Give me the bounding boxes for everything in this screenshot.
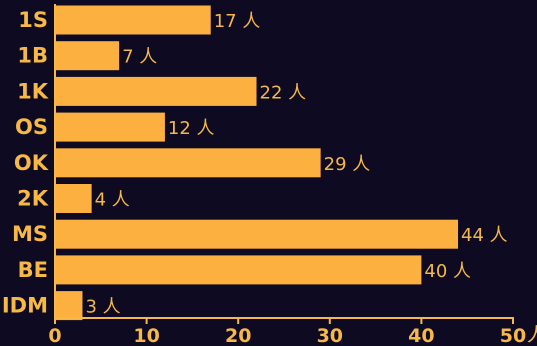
bar-ok — [55, 148, 321, 178]
x-tick-label: 50 — [500, 325, 526, 346]
category-label-1s: 1S — [18, 8, 48, 32]
value-label-1k: 22 人 — [260, 82, 307, 103]
category-label-1b: 1B — [17, 44, 48, 68]
value-labels: 17 人 7 人 22 人 12 人 29 人 4 人 44 人 40 人 3 人 — [85, 11, 507, 318]
value-label-1b: 7 人 — [122, 47, 157, 68]
bar-1s — [55, 5, 211, 35]
value-label-idm: 3 人 — [85, 297, 120, 318]
bar-1b — [55, 41, 120, 71]
category-labels: 1S 1B 1K OS OK 2K MS BE IDM — [2, 8, 49, 318]
x-tick-label: 20 — [225, 325, 251, 346]
category-label-2k: 2K — [17, 187, 49, 211]
x-axis: 0 10 20 30 40 50 人 — [48, 4, 537, 346]
bar-2k — [55, 184, 92, 213]
x-axis-unit: 人 — [527, 324, 537, 346]
value-label-ms: 44 人 — [461, 225, 508, 246]
bar-be — [55, 255, 422, 285]
x-tick-label: 10 — [133, 325, 159, 346]
value-label-be: 40 人 — [424, 261, 471, 282]
value-label-2k: 4 人 — [95, 190, 130, 211]
value-label-ok: 29 人 — [324, 154, 371, 175]
category-label-be: BE — [18, 258, 48, 282]
category-label-ms: MS — [12, 222, 48, 246]
category-label-idm: IDM — [2, 294, 48, 318]
category-label-os: OS — [15, 115, 48, 139]
x-tick-label: 30 — [317, 325, 343, 346]
bar-os — [55, 112, 165, 142]
bar-1k — [55, 76, 257, 106]
x-tick-label: 40 — [408, 325, 434, 346]
x-tick-label: 0 — [48, 325, 61, 346]
category-label-1k: 1K — [17, 79, 49, 103]
category-label-ok: OK — [14, 151, 49, 175]
bars-layer — [55, 5, 459, 321]
bar-ms — [55, 219, 459, 249]
bar-idm — [55, 291, 83, 321]
value-label-1s: 17 人 — [214, 11, 261, 32]
value-label-os: 12 人 — [168, 118, 215, 139]
